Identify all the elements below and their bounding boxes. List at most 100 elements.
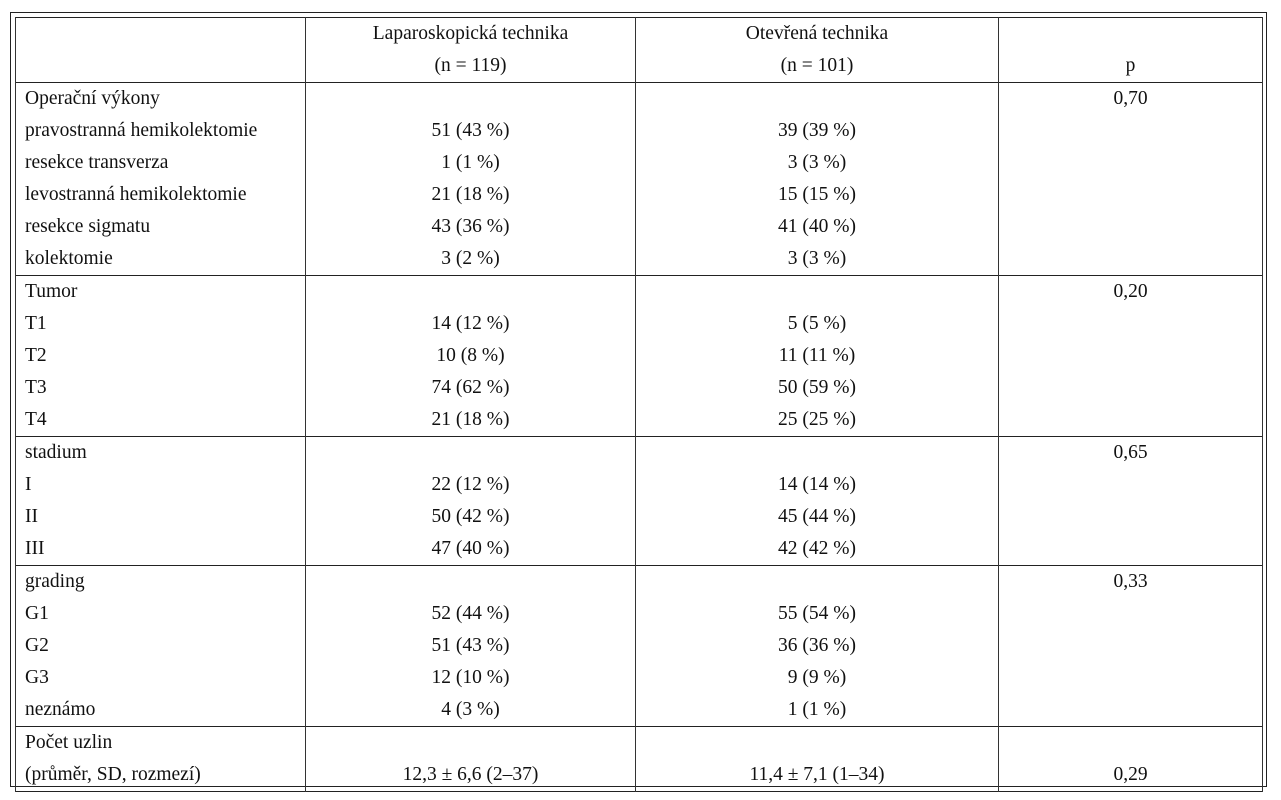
table-row: resekce sigmatu 43 (36 %) 41 (40 %) [15,211,1263,243]
open-value: 25 (25 %) [635,404,999,437]
row-label: T3 [15,372,306,404]
section-title-row: Operační výkony 0,70 [15,82,1263,115]
open-value: 3 (3 %) [635,147,999,179]
laparoscopic-value: 21 (18 %) [305,404,636,437]
header-laparoscopic-title: Laparoskopická technika [305,17,636,50]
table-row: T4 21 (18 %) 25 (25 %) [15,404,1263,437]
row-label: resekce sigmatu [15,211,306,243]
empty-cell [998,726,1263,759]
p-value: 0,70 [998,82,1263,115]
nodes-title: Počet uzlin [15,726,306,759]
row-label: G3 [15,662,306,694]
row-label: levostranná hemikolektomie [15,179,306,211]
open-value: 1 (1 %) [635,694,999,727]
empty-cell [998,372,1263,404]
row-label: G1 [15,598,306,630]
laparoscopic-value: 47 (40 %) [305,533,636,566]
row-label: T2 [15,340,306,372]
empty-cell [998,115,1263,147]
table-row: levostranná hemikolektomie 21 (18 %) 15 (1… [15,179,1263,211]
row-label: G2 [15,630,306,662]
header-empty-cell [15,17,306,50]
results-table: Laparoskopická technika Otevřená technik… [15,17,1263,792]
laparoscopic-value: 52 (44 %) [305,598,636,630]
table-body: Laparoskopická technika Otevřená technik… [15,17,1263,792]
laparoscopic-value: 14 (12 %) [305,308,636,340]
laparoscopic-value: 10 (8 %) [305,340,636,372]
empty-cell [305,275,636,308]
nodes-p: 0,29 [998,759,1263,792]
empty-cell [998,308,1263,340]
open-value: 39 (39 %) [635,115,999,147]
table-row: neznámo 4 (3 %) 1 (1 %) [15,694,1263,727]
header-p: p [998,50,1263,83]
open-value: 15 (15 %) [635,179,999,211]
open-value: 3 (3 %) [635,243,999,276]
header-row-1: Laparoskopická technika Otevřená technik… [15,17,1263,50]
empty-cell [998,630,1263,662]
header-empty-cell-2 [15,50,306,83]
p-value: 0,65 [998,436,1263,469]
empty-cell [998,243,1263,276]
open-value: 9 (9 %) [635,662,999,694]
open-value: 45 (44 %) [635,501,999,533]
table-row: III 47 (40 %) 42 (42 %) [15,533,1263,566]
laparoscopic-value: 1 (1 %) [305,147,636,179]
nodes-open: 11,4 ± 7,1 (1–34) [635,759,999,792]
p-value: 0,20 [998,275,1263,308]
empty-cell [998,147,1263,179]
row-label: III [15,533,306,566]
empty-cell [998,533,1263,566]
open-value: 42 (42 %) [635,533,999,566]
nodes-label: (průměr, SD, rozmezí) [15,759,306,792]
laparoscopic-value: 51 (43 %) [305,630,636,662]
row-label: resekce transverza [15,147,306,179]
laparoscopic-value: 51 (43 %) [305,115,636,147]
open-value: 14 (14 %) [635,469,999,501]
laparoscopic-value: 43 (36 %) [305,211,636,243]
header-open-n: (n = 101) [635,50,999,83]
empty-cell [305,82,636,115]
header-row-2: (n = 119) (n = 101) p [15,50,1263,83]
table-row: pravostranná hemikolektomie 51 (43 %) 39 (… [15,115,1263,147]
laparoscopic-value: 74 (62 %) [305,372,636,404]
laparoscopic-value: 4 (3 %) [305,694,636,727]
laparoscopic-value: 21 (18 %) [305,179,636,211]
laparoscopic-value: 12 (10 %) [305,662,636,694]
open-value: 41 (40 %) [635,211,999,243]
table-row: II 50 (42 %) 45 (44 %) [15,501,1263,533]
empty-cell [635,726,999,759]
section-title: Tumor [15,275,306,308]
empty-cell [998,469,1263,501]
row-label: II [15,501,306,533]
open-value: 11 (11 %) [635,340,999,372]
empty-cell [998,694,1263,727]
laparoscopic-value: 22 (12 %) [305,469,636,501]
header-laparoscopic-n: (n = 119) [305,50,636,83]
empty-cell [998,404,1263,437]
table-row: resekce transverza 1 (1 %) 3 (3 %) [15,147,1263,179]
empty-cell [635,436,999,469]
row-label: pravostranná hemikolektomie [15,115,306,147]
row-label: I [15,469,306,501]
row-label: neznámo [15,694,306,727]
header-p-empty [998,17,1263,50]
table-row: G2 51 (43 %) 36 (36 %) [15,630,1263,662]
table-row: G1 52 (44 %) 55 (54 %) [15,598,1263,630]
laparoscopic-value: 3 (2 %) [305,243,636,276]
table-row: kolektomie 3 (2 %) 3 (3 %) [15,243,1263,276]
section-title: stadium [15,436,306,469]
empty-cell [998,340,1263,372]
empty-cell [998,662,1263,694]
open-value: 36 (36 %) [635,630,999,662]
table-row: G3 12 (10 %) 9 (9 %) [15,662,1263,694]
section-title-row: Tumor 0,20 [15,275,1263,308]
empty-cell [305,436,636,469]
row-label: T4 [15,404,306,437]
nodes-laparoscopic: 12,3 ± 6,6 (2–37) [305,759,636,792]
p-value: 0,33 [998,565,1263,598]
open-value: 55 (54 %) [635,598,999,630]
laparoscopic-value: 50 (42 %) [305,501,636,533]
open-value: 5 (5 %) [635,308,999,340]
header-open-title: Otevřená technika [635,17,999,50]
